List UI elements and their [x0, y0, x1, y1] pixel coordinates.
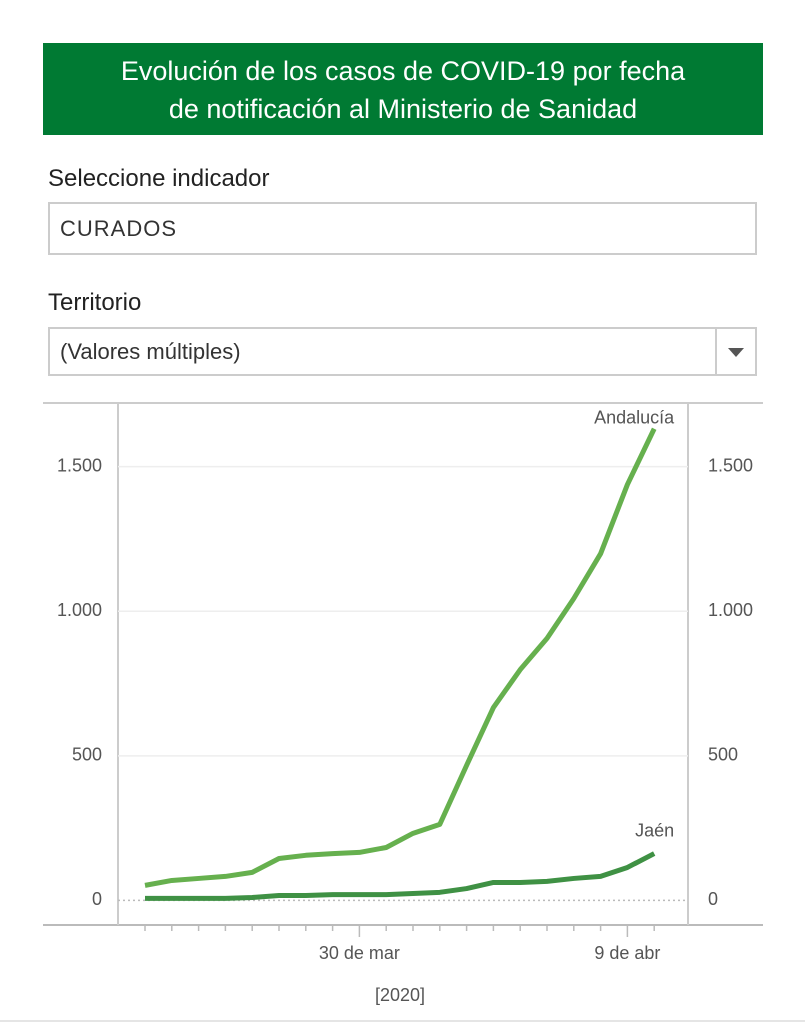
territory-dropdown[interactable]: (Valores múltiples) [48, 327, 757, 376]
x-axis-label: [2020] [375, 985, 425, 1005]
x-tick-label: 30 de mar [319, 943, 400, 963]
title-line: de notificación al Ministerio de Sanidad [168, 94, 638, 124]
series-label: Jaén [635, 820, 674, 840]
y2-tick-label: 0 [708, 889, 718, 909]
header: Evolución de los casos de COVID-19 por f… [43, 43, 763, 135]
y-tick-label: 500 [72, 745, 102, 765]
indicator-label: Seleccione indicador [48, 165, 270, 192]
y2-tick-label: 1.500 [708, 455, 753, 475]
series-line [145, 851, 656, 901]
series-line [144, 427, 657, 888]
indicator-input[interactable]: CURADOS [48, 202, 757, 255]
title-line: Evolución de los casos de COVID-19 por f… [120, 56, 686, 86]
y-tick-label: 1.000 [57, 600, 102, 620]
territory-label: Territorio [48, 289, 142, 316]
territory-value: (Valores múltiples) [60, 339, 241, 364]
y2-tick-label: 1.000 [708, 600, 753, 620]
x-tick-label: 9 de abr [594, 943, 660, 963]
series-label: Andalucía [594, 407, 675, 427]
y-tick-label: 1.500 [57, 455, 102, 475]
y-tick-label: 0 [92, 889, 102, 909]
dropdown-arrow[interactable] [715, 329, 755, 374]
y2-tick-label: 500 [708, 745, 738, 765]
